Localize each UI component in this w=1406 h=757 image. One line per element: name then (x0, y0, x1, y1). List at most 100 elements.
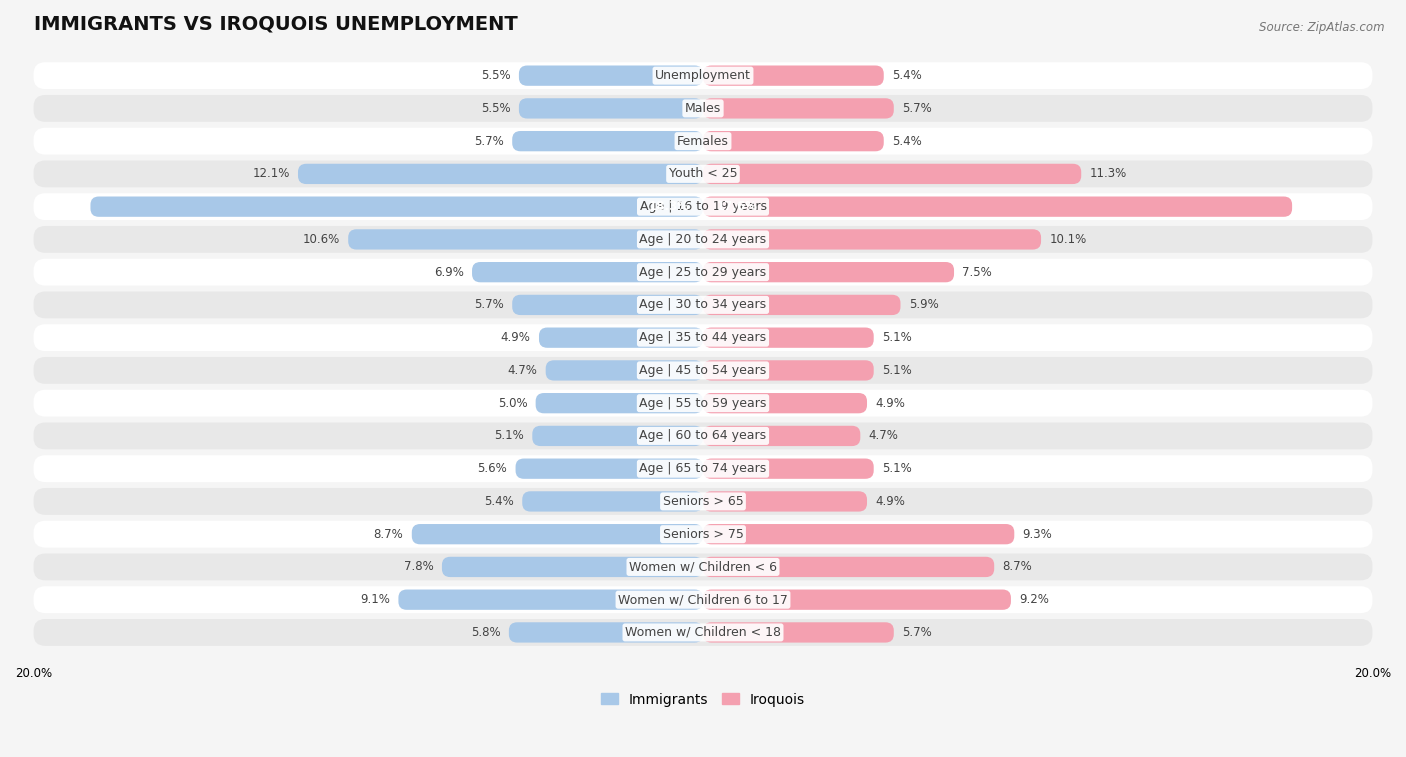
FancyBboxPatch shape (533, 425, 703, 446)
Text: 11.3%: 11.3% (1090, 167, 1126, 180)
Text: Age | 16 to 19 years: Age | 16 to 19 years (640, 200, 766, 213)
Text: Seniors > 75: Seniors > 75 (662, 528, 744, 540)
FancyBboxPatch shape (349, 229, 703, 250)
FancyBboxPatch shape (703, 459, 873, 479)
Text: IMMIGRANTS VS IROQUOIS UNEMPLOYMENT: IMMIGRANTS VS IROQUOIS UNEMPLOYMENT (34, 15, 517, 34)
FancyBboxPatch shape (519, 66, 703, 86)
FancyBboxPatch shape (34, 455, 1372, 482)
FancyBboxPatch shape (34, 259, 1372, 285)
FancyBboxPatch shape (516, 459, 703, 479)
FancyBboxPatch shape (703, 131, 884, 151)
FancyBboxPatch shape (34, 291, 1372, 319)
FancyBboxPatch shape (90, 197, 703, 217)
FancyBboxPatch shape (34, 193, 1372, 220)
FancyBboxPatch shape (703, 328, 873, 347)
Text: 5.4%: 5.4% (484, 495, 513, 508)
Text: 5.8%: 5.8% (471, 626, 501, 639)
FancyBboxPatch shape (512, 294, 703, 315)
Text: 5.1%: 5.1% (882, 331, 912, 344)
FancyBboxPatch shape (703, 557, 994, 577)
Text: Age | 55 to 59 years: Age | 55 to 59 years (640, 397, 766, 410)
Text: Women w/ Children 6 to 17: Women w/ Children 6 to 17 (619, 593, 787, 606)
Text: Age | 60 to 64 years: Age | 60 to 64 years (640, 429, 766, 442)
FancyBboxPatch shape (703, 425, 860, 446)
Text: 17.6%: 17.6% (717, 200, 758, 213)
Text: 9.1%: 9.1% (360, 593, 389, 606)
Text: Age | 25 to 29 years: Age | 25 to 29 years (640, 266, 766, 279)
Text: 5.4%: 5.4% (893, 69, 922, 83)
FancyBboxPatch shape (398, 590, 703, 610)
FancyBboxPatch shape (441, 557, 703, 577)
FancyBboxPatch shape (34, 488, 1372, 515)
Text: 5.0%: 5.0% (498, 397, 527, 410)
FancyBboxPatch shape (34, 62, 1372, 89)
FancyBboxPatch shape (34, 390, 1372, 416)
Text: Source: ZipAtlas.com: Source: ZipAtlas.com (1260, 21, 1385, 34)
Text: Women w/ Children < 6: Women w/ Children < 6 (628, 560, 778, 574)
Text: 8.7%: 8.7% (374, 528, 404, 540)
Text: 4.9%: 4.9% (876, 495, 905, 508)
Text: 5.9%: 5.9% (908, 298, 939, 311)
Text: Seniors > 65: Seniors > 65 (662, 495, 744, 508)
Text: 5.7%: 5.7% (474, 135, 503, 148)
FancyBboxPatch shape (703, 66, 884, 86)
FancyBboxPatch shape (703, 491, 868, 512)
FancyBboxPatch shape (298, 164, 703, 184)
Text: Youth < 25: Youth < 25 (669, 167, 737, 180)
Text: 12.1%: 12.1% (252, 167, 290, 180)
FancyBboxPatch shape (34, 95, 1372, 122)
Text: Age | 35 to 44 years: Age | 35 to 44 years (640, 331, 766, 344)
FancyBboxPatch shape (34, 553, 1372, 581)
FancyBboxPatch shape (412, 524, 703, 544)
Text: 5.7%: 5.7% (474, 298, 503, 311)
FancyBboxPatch shape (703, 590, 1011, 610)
Text: 5.1%: 5.1% (882, 463, 912, 475)
FancyBboxPatch shape (703, 294, 900, 315)
Text: Males: Males (685, 102, 721, 115)
FancyBboxPatch shape (703, 524, 1014, 544)
Text: 5.6%: 5.6% (478, 463, 508, 475)
FancyBboxPatch shape (546, 360, 703, 381)
Text: 7.5%: 7.5% (963, 266, 993, 279)
FancyBboxPatch shape (703, 622, 894, 643)
Text: Females: Females (678, 135, 728, 148)
FancyBboxPatch shape (472, 262, 703, 282)
FancyBboxPatch shape (34, 324, 1372, 351)
Text: 9.2%: 9.2% (1019, 593, 1049, 606)
Text: 4.7%: 4.7% (508, 364, 537, 377)
FancyBboxPatch shape (34, 160, 1372, 187)
FancyBboxPatch shape (34, 357, 1372, 384)
FancyBboxPatch shape (34, 226, 1372, 253)
Text: Age | 45 to 54 years: Age | 45 to 54 years (640, 364, 766, 377)
Text: Age | 65 to 74 years: Age | 65 to 74 years (640, 463, 766, 475)
Text: Age | 20 to 24 years: Age | 20 to 24 years (640, 233, 766, 246)
Text: 5.4%: 5.4% (893, 135, 922, 148)
FancyBboxPatch shape (703, 197, 1292, 217)
FancyBboxPatch shape (703, 393, 868, 413)
Text: 7.8%: 7.8% (404, 560, 433, 574)
FancyBboxPatch shape (536, 393, 703, 413)
FancyBboxPatch shape (509, 622, 703, 643)
Text: 4.9%: 4.9% (876, 397, 905, 410)
FancyBboxPatch shape (34, 422, 1372, 450)
Text: 5.7%: 5.7% (903, 102, 932, 115)
Text: 4.9%: 4.9% (501, 331, 530, 344)
FancyBboxPatch shape (34, 521, 1372, 547)
Text: 5.1%: 5.1% (494, 429, 524, 442)
Text: 5.1%: 5.1% (882, 364, 912, 377)
Text: Women w/ Children < 18: Women w/ Children < 18 (626, 626, 780, 639)
Text: 4.7%: 4.7% (869, 429, 898, 442)
Text: Age | 30 to 34 years: Age | 30 to 34 years (640, 298, 766, 311)
FancyBboxPatch shape (538, 328, 703, 347)
Text: 5.7%: 5.7% (903, 626, 932, 639)
Legend: Immigrants, Iroquois: Immigrants, Iroquois (600, 693, 806, 706)
FancyBboxPatch shape (34, 619, 1372, 646)
FancyBboxPatch shape (703, 164, 1081, 184)
FancyBboxPatch shape (703, 229, 1040, 250)
FancyBboxPatch shape (512, 131, 703, 151)
FancyBboxPatch shape (703, 98, 894, 119)
FancyBboxPatch shape (703, 262, 955, 282)
FancyBboxPatch shape (522, 491, 703, 512)
Text: 8.7%: 8.7% (1002, 560, 1032, 574)
Text: 6.9%: 6.9% (434, 266, 464, 279)
